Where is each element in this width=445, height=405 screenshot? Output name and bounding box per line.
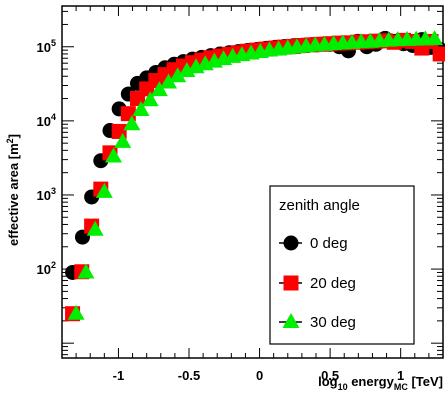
legend-marker-30deg <box>282 313 300 328</box>
x-axis-title-energy: energy <box>348 374 395 389</box>
y-tick-label: 103 <box>37 186 56 203</box>
y-tick-label: 105 <box>37 38 56 55</box>
data-point-triangle <box>95 182 113 198</box>
x-tick-label: 0.5 <box>321 368 339 383</box>
data-point-triangle <box>123 115 141 131</box>
legend-marker-0deg <box>283 235 299 251</box>
y-axis-title-close: ] <box>6 134 21 138</box>
data-point-triangle <box>160 73 178 89</box>
series-30-deg <box>67 30 444 320</box>
legend-box <box>269 185 415 345</box>
x-axis-title-sub10: 10 <box>338 382 348 392</box>
x-tick-labels: -1 -0.5 0 0.5 1 <box>113 368 405 383</box>
data-point-triangle <box>105 147 123 163</box>
data-point-triangle <box>132 101 150 117</box>
x-axis-title-log: log <box>318 374 338 389</box>
legend-label-0deg: 0 deg <box>310 235 348 252</box>
y-tick-label: 102 <box>37 260 56 277</box>
x-tick-label: 1 <box>397 368 404 383</box>
legend-marker-20deg <box>283 275 299 291</box>
x-tick-label: -1 <box>113 368 125 383</box>
data-points <box>65 30 445 322</box>
x-axis-title-unit: [TeV] <box>408 374 443 389</box>
x-tick-label: 0 <box>256 368 263 383</box>
data-point-triangle <box>178 62 196 78</box>
legend-label-20deg: 20 deg <box>310 275 356 292</box>
y-axis-title: effective area [m2] <box>5 134 21 246</box>
data-point-triangle <box>426 30 444 46</box>
x-axis-title-subMC: MC <box>394 382 408 392</box>
y-tick-label: 104 <box>37 112 56 129</box>
legend: zenith angle 0 deg 20 deg 30 deg <box>269 185 415 345</box>
data-point-triangle <box>67 304 85 320</box>
data-point-square <box>432 46 445 62</box>
data-point-triangle <box>150 81 168 97</box>
y-axis-title-main: effective area [m <box>6 143 21 246</box>
y-axis-title-sup2: 2 <box>5 138 15 143</box>
data-point-triangle <box>77 263 95 279</box>
x-axis-title: log10 energyMC [TeV] <box>318 374 443 392</box>
x-tick-label: -0.5 <box>178 368 200 383</box>
legend-label-30deg: 30 deg <box>310 314 356 331</box>
data-point-triangle <box>86 220 104 236</box>
data-point-triangle <box>141 91 159 107</box>
data-point-triangle <box>114 132 132 148</box>
y-tick-labels: 102 103 104 105 <box>37 38 56 277</box>
data-point-triangle <box>169 67 187 83</box>
legend-title: zenith angle <box>279 197 360 214</box>
